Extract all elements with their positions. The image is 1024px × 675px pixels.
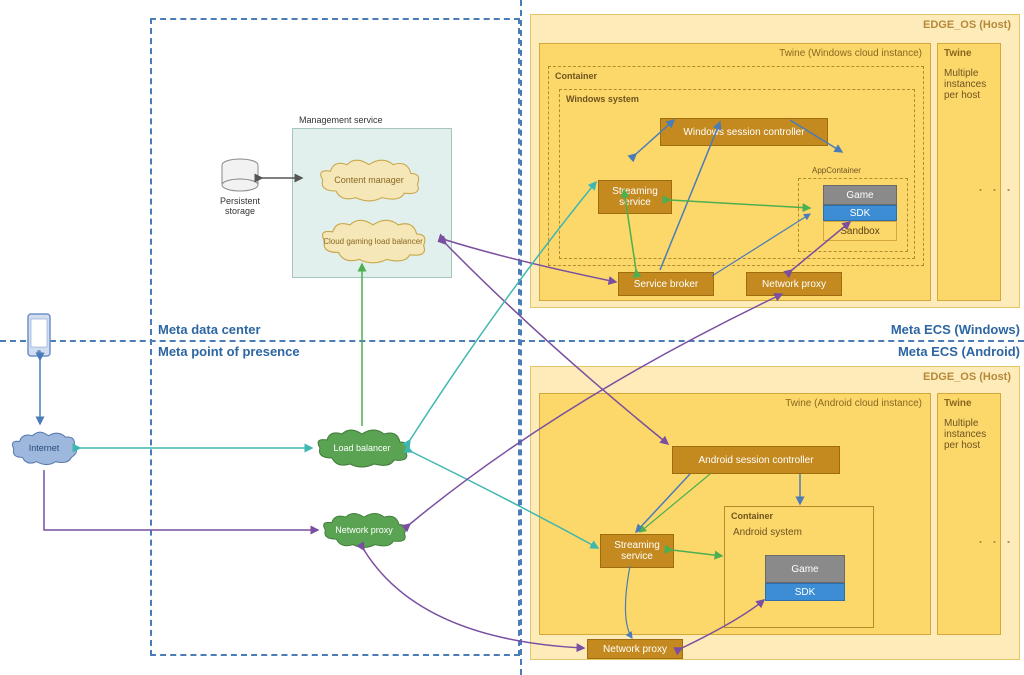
- container-android-label: Container: [731, 511, 773, 521]
- android-system-label: Android system: [733, 527, 802, 538]
- game-android: Game: [765, 555, 845, 583]
- ecs-divider: [520, 0, 522, 675]
- management-title: Management service: [299, 115, 439, 125]
- label-pop: Meta point of presence: [158, 344, 300, 359]
- network-proxy-win: Network proxy: [746, 272, 842, 296]
- internet-cloud: Internet: [8, 426, 80, 470]
- twine-side-win-label: Twine: [944, 48, 972, 59]
- twine-side-android: Twine Multiple instances per host: [937, 393, 1001, 635]
- datacenter-divider: [0, 340, 1024, 342]
- twine-android-label: Twine (Android cloud instance): [785, 398, 922, 409]
- content-manager-cloud: Content manager: [304, 158, 434, 202]
- load-balancer-cloud: Load balancer: [312, 426, 412, 470]
- datacenter-region: [150, 18, 520, 656]
- sandbox-win: Sandbox: [823, 221, 897, 241]
- twine-side-android-text: Multiple instances per host: [944, 418, 996, 451]
- twine-side-win-text: Multiple instances per host: [944, 68, 996, 101]
- phone-icon: [26, 312, 52, 358]
- streaming-service-win: Streaming service: [598, 180, 672, 214]
- windows-system: Windows system Windows session controlle…: [559, 89, 915, 259]
- sdk-win: SDK: [823, 205, 897, 221]
- sdk-android: SDK: [765, 583, 845, 601]
- container-windows-label: Container: [555, 71, 597, 81]
- network-proxy-cloud: Network proxy: [318, 510, 410, 550]
- streaming-service-android: Streaming service: [600, 534, 674, 568]
- twine-android: Twine (Android cloud instance) Android s…: [539, 393, 931, 635]
- game-win: Game: [823, 185, 897, 205]
- label-ecs-win: Meta ECS (Windows): [891, 322, 1020, 337]
- twine-side-win: Twine Multiple instances per host: [937, 43, 1001, 301]
- dots-win: . . .: [978, 175, 1013, 196]
- storage-icon: [218, 158, 262, 194]
- edge-os-windows-label: EDGE_OS (Host): [923, 19, 1011, 31]
- container-android: Container Android system Game SDK: [724, 506, 874, 628]
- android-session-controller: Android session controller: [672, 446, 840, 474]
- twine-windows-label: Twine (Windows cloud instance): [779, 48, 922, 59]
- edge-os-android: EDGE_OS (Host) Twine (Android cloud inst…: [530, 366, 1020, 660]
- appcontainer: Game SDK Sandbox: [798, 178, 908, 252]
- label-ecs-android: Meta ECS (Android): [898, 344, 1020, 359]
- network-proxy-android: Network proxy: [587, 639, 683, 659]
- storage-label: Persistent storage: [210, 196, 270, 216]
- twine-windows: Twine (Windows cloud instance) Container…: [539, 43, 931, 301]
- windows-session-controller: Windows session controller: [660, 118, 828, 146]
- gaming-lb-cloud: Cloud gaming load balancer: [300, 218, 446, 264]
- dots-android: . . .: [978, 527, 1013, 548]
- edge-os-android-label: EDGE_OS (Host): [923, 371, 1011, 383]
- twine-side-android-label: Twine: [944, 398, 972, 409]
- service-broker-win: Service broker: [618, 272, 714, 296]
- container-windows: Container Windows system Windows session…: [548, 66, 924, 266]
- appcontainer-label: AppContainer: [812, 166, 861, 175]
- windows-system-label: Windows system: [566, 94, 639, 104]
- label-datacenter: Meta data center: [158, 322, 261, 337]
- edge-os-windows: EDGE_OS (Host) Twine (Windows cloud inst…: [530, 14, 1020, 308]
